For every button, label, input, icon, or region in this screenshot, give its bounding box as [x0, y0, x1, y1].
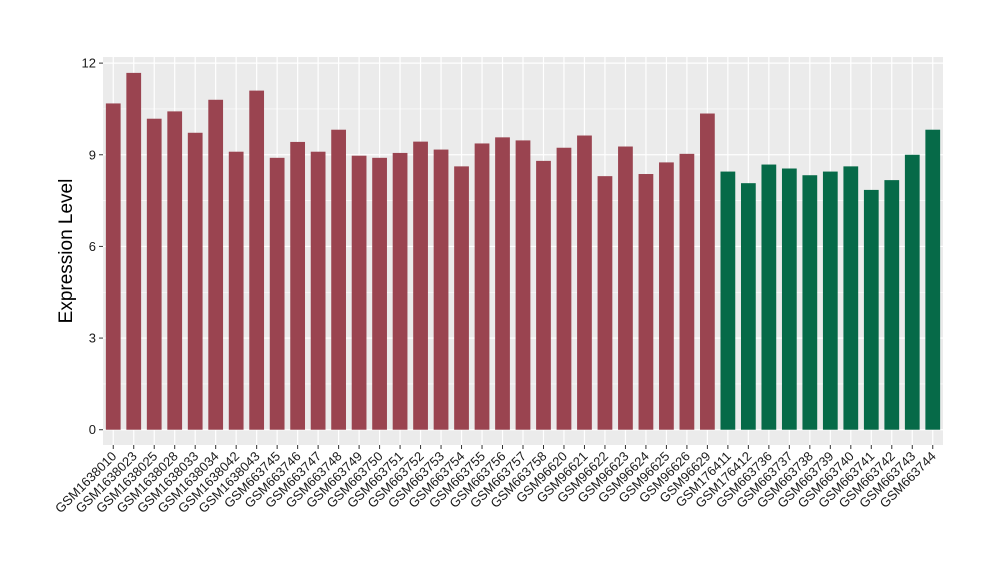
y-tick-label: 0	[89, 422, 96, 437]
y-tick-label: 9	[89, 147, 96, 162]
bar	[863, 189, 879, 430]
bar	[208, 99, 224, 430]
bar	[802, 175, 818, 430]
bar	[290, 141, 306, 430]
bar	[700, 113, 715, 430]
bar	[454, 166, 469, 430]
bar	[761, 164, 777, 430]
bar	[310, 151, 326, 430]
bar	[146, 118, 162, 430]
axes: 036912GSM1638010GSM1638023GSM1638025GSM1…	[52, 56, 939, 516]
bar	[556, 147, 572, 430]
bar	[679, 153, 695, 430]
bar	[781, 168, 797, 430]
bar	[597, 176, 613, 430]
bar	[618, 146, 633, 430]
bar	[638, 174, 654, 430]
y-axis-title: Expression Level	[56, 179, 77, 324]
y-tick-label: 3	[89, 331, 96, 346]
bar	[884, 180, 900, 430]
bar	[126, 72, 142, 430]
bar	[167, 111, 183, 430]
bar	[577, 135, 592, 430]
bar	[925, 129, 941, 430]
bar	[269, 157, 285, 430]
bars	[105, 72, 941, 430]
bar	[331, 129, 346, 430]
bar	[843, 166, 859, 430]
bar	[372, 157, 387, 430]
bar	[740, 183, 756, 430]
bar	[105, 103, 121, 430]
y-tick-label: 12	[82, 56, 96, 71]
bar	[720, 171, 736, 430]
y-tick-label: 6	[89, 239, 96, 254]
bar	[249, 90, 265, 430]
bar	[536, 160, 551, 430]
bar	[474, 143, 490, 430]
bar	[413, 141, 428, 430]
bar	[904, 154, 920, 430]
bar	[495, 137, 510, 430]
bar	[515, 140, 531, 430]
bar	[351, 155, 367, 430]
bar	[187, 132, 203, 430]
bar	[659, 162, 674, 430]
bar	[228, 151, 244, 430]
bar	[822, 171, 838, 430]
bar	[392, 152, 408, 430]
bar	[433, 149, 449, 430]
